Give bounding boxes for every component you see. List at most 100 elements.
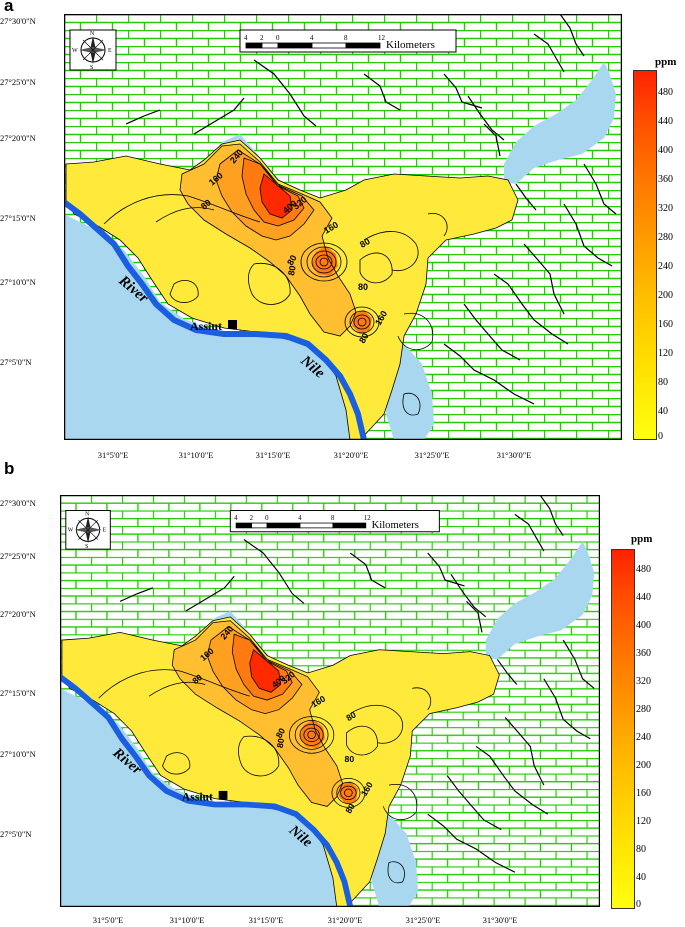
contour-ring [349,310,375,334]
legend-tick: 80 [636,844,646,855]
scale-segment [345,42,381,49]
contour-label: 80 [345,754,355,764]
scale-tick: 8 [344,34,348,42]
contour-line [427,212,448,237]
drainage-line [467,95,505,141]
drainage-line [515,183,537,211]
contour-line [169,280,199,303]
legend-tick: 320 [636,676,651,687]
drainage-line [253,59,317,127]
concentration-zone-peak [249,649,281,693]
contour-ring [331,777,366,808]
contour-line [387,861,405,884]
compass-rays [78,519,98,540]
contour-line [231,633,293,701]
legend-tick: 200 [636,760,651,771]
legend-tick: 280 [636,704,651,715]
longitude-label: 31°25'0"E [414,450,450,460]
drainage-line [563,203,613,267]
compass-icon: N S E W [69,29,117,71]
legend-tick: 360 [636,648,651,659]
concentration-zone-low [66,140,518,440]
drainage-line [363,73,401,111]
latitude-label: 27°15'0"N [0,688,36,698]
legend-tick: 240 [636,732,651,743]
longitude-label: 31°25'0"E [405,915,441,925]
legend-tick: 280 [658,232,673,243]
drainage-line [504,717,545,786]
scale-tick: 8 [331,515,335,522]
legend-tick: 160 [658,319,673,330]
city-marker [218,790,228,800]
legend-color-bar [611,549,635,909]
drainage-line [443,73,483,109]
scale-unit: Kilometers [372,520,419,531]
river-nile [64,199,367,440]
longitude-label: 31°15'0"E [248,915,284,925]
contour-line [162,752,191,775]
contour-line [238,735,280,777]
concentration-zone-low [61,616,500,907]
contour-line [155,207,215,223]
drainage-line [450,573,487,618]
drainage-line [533,33,565,73]
latitude-label: 27°10'0"N [0,277,36,287]
contour-label: 80 [357,331,371,345]
concentration-zone-peak [260,174,292,218]
legend-color-bar [633,70,657,440]
legend-unit: ppm [655,56,677,68]
map-panel-b: b 27°30'0"N 27°25'0"N 27°20'0"N 27°15'0"… [0,459,685,927]
longitude-label: 31°5'0"E [92,915,124,925]
contour-line [259,173,293,219]
contour-ring [315,254,333,270]
longitude-label: 31°20'0"E [333,450,369,460]
panel-label: b [4,459,15,478]
water-body [504,62,616,184]
legend-tick: 440 [636,592,651,603]
legend-tick: 320 [658,203,673,214]
city-label: Assiut [182,791,213,804]
contour-ring [288,716,335,754]
legend-tick: 480 [658,87,673,98]
longitude-label: 31°30'0"E [496,450,532,460]
legend-tick: 40 [658,406,668,417]
scale-tick: 4 [310,34,314,42]
legend-tick: 0 [636,899,641,910]
drainage-line [427,552,465,587]
compass-e: E [103,528,107,534]
legend-tick: 200 [658,290,673,301]
contour-ring [319,257,329,267]
legend-tick: 160 [636,788,651,799]
drainage-line [125,109,161,125]
map-frame: 80 160 240 320 400 160 80 80 80 80 160 80 River Nile A… [60,495,600,907]
map-border [60,495,600,907]
longitude-label: 31°10'0"E [169,915,205,925]
scale-tick: 4 [298,515,302,522]
contour-label: 80 [344,709,358,723]
legend-tick: 40 [636,872,646,883]
drainage-line [193,97,245,135]
water-body [485,541,595,660]
contour-line [350,704,403,744]
contour-line [65,139,519,440]
compass-n: N [85,511,90,517]
contour-ring [353,314,371,330]
contour-line [382,784,418,820]
legend-tick: 480 [636,564,651,575]
contour-line [148,681,206,697]
map-border [64,14,622,440]
drainage-line [466,600,483,633]
drainage-line [483,123,501,157]
contour-ring [344,788,353,798]
contour-label: 80 [275,737,287,748]
latitude-label: 27°25'0"N [0,77,36,87]
contour-line [402,392,421,416]
scale-segment [266,522,301,529]
drainage-line [583,163,617,215]
contour-label: 80 [199,197,213,211]
scale-tick: 12 [364,515,371,522]
drainage-line [559,14,585,57]
contour-ring [300,242,348,282]
contour-line [412,687,432,710]
